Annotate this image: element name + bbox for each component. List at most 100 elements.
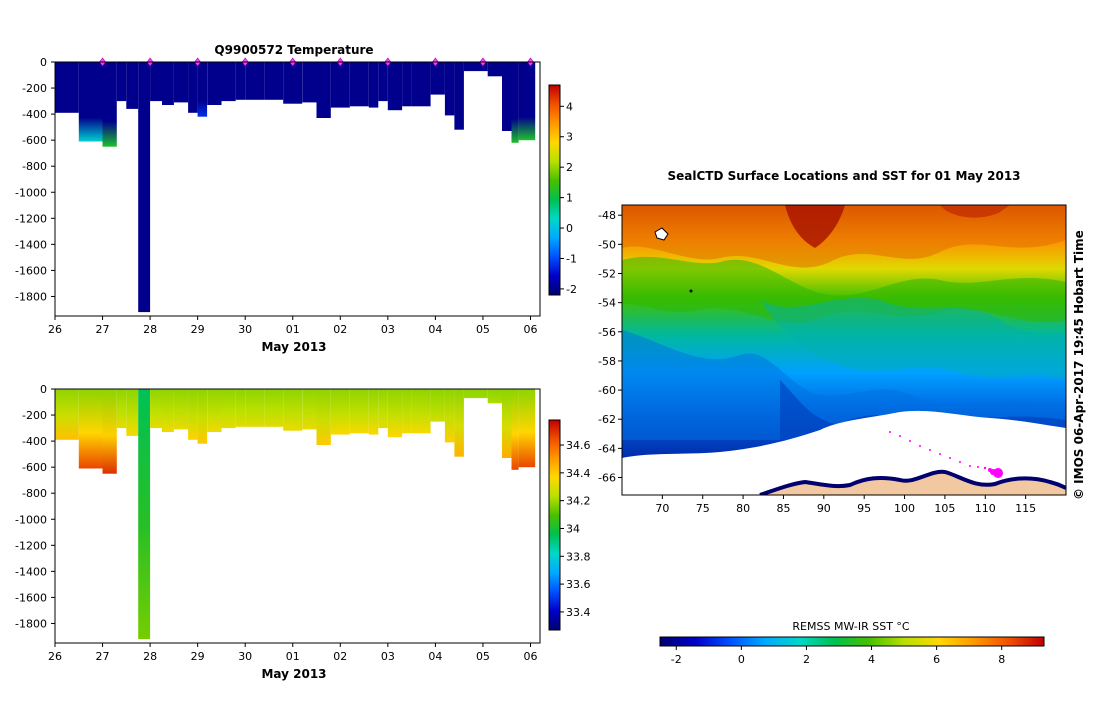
sst-map-frame	[621, 204, 1067, 496]
island	[654, 227, 669, 241]
temperature-x-tick-label: 26	[48, 323, 62, 336]
antarctic-land	[760, 471, 1066, 495]
salinity-profile-cell	[207, 389, 222, 432]
salinity-profile-cell	[387, 389, 403, 438]
salinity-y-tick-label: -600	[22, 461, 47, 474]
track-point	[988, 468, 992, 472]
temperature-x-tick-label: 05	[476, 323, 490, 336]
temperature-profile-cell	[126, 62, 139, 109]
salinity-y-tick-label: -1000	[15, 513, 47, 526]
salinity-profile-cell	[330, 389, 350, 435]
temperature-x-tick-label: 30	[238, 323, 252, 336]
salinity-profile-cell	[173, 389, 189, 430]
imos-timestamp-label: © IMOS 06-Apr-2017 19:45 Hobart Time	[1072, 230, 1086, 500]
map-lon-tick-label: 105	[934, 502, 955, 515]
temperature-colorbar-tick-label: -2	[566, 283, 577, 296]
salinity-y-tick-label: -800	[22, 487, 47, 500]
temperature-colorbar-tick-label: 1	[566, 192, 573, 205]
salinity-x-tick-label: 28	[143, 650, 157, 663]
map-lon-tick-label: 80	[736, 502, 750, 515]
temperature-profile-cell	[55, 62, 79, 113]
salinity-profile-cell	[197, 389, 208, 444]
salinity-x-tick-label: 02	[333, 650, 347, 663]
temperature-profile-cell	[102, 62, 117, 147]
map-lon-tick-label: 75	[696, 502, 710, 515]
salinity-x-tick-label: 27	[96, 650, 110, 663]
sst-colorbar	[659, 636, 1045, 647]
salinity-colorbar-tick-label: 34.6	[566, 439, 591, 452]
temperature-profile-cell	[150, 62, 162, 102]
temperature-profile-cell	[221, 62, 236, 102]
temperature-profile-cell	[387, 62, 403, 111]
map-lat-tick-label: -64	[598, 442, 616, 455]
temperature-profile-cell	[173, 62, 189, 103]
temperature-y-tick-label: -800	[22, 160, 47, 173]
temperature-x-tick-label: 02	[333, 323, 347, 336]
map-lat-tick-label: -52	[598, 267, 616, 280]
salinity-x-tick-label: 03	[381, 650, 395, 663]
temperature-plot-title: Q9900572 Temperature	[214, 43, 373, 57]
temperature-profile-cell	[235, 62, 246, 100]
temperature-y-tick-label: -1200	[15, 212, 47, 225]
coastline	[759, 469, 1066, 495]
map-lat-tick-label: -58	[598, 355, 616, 368]
temperature-profile-cell	[283, 62, 303, 104]
island-small	[689, 289, 693, 293]
salinity-profile-cell	[162, 389, 174, 432]
temperature-x-tick-label: 28	[143, 323, 157, 336]
salinity-profile-cell	[116, 389, 127, 429]
salinity-profile-cell	[411, 389, 431, 434]
salinity-profile-cell	[430, 389, 445, 422]
temperature-profile-cell	[197, 62, 208, 117]
temperature-profile-cell	[245, 62, 265, 100]
sst-map-panel: SealCTD Surface Locations and SST for 01…	[598, 169, 1086, 666]
salinity-y-tick-label: -400	[22, 435, 47, 448]
map-lat-tick-label: -60	[598, 384, 616, 397]
salinity-profile-cell	[150, 389, 162, 429]
temperature-profile-cell	[349, 62, 369, 107]
temperature-profile-cell	[378, 62, 388, 102]
temperature-x-axis-label: May 2013	[261, 340, 326, 354]
salinity-profile-cell	[78, 389, 103, 469]
temperature-profile-cell	[162, 62, 174, 105]
map-lat-tick-label: -54	[598, 297, 616, 310]
sst-colorbar-label: REMSS MW-IR SST °C	[792, 620, 910, 633]
sst-colorbar-tick-label: 4	[868, 653, 875, 666]
salinity-y-tick-label: -200	[22, 409, 47, 422]
temperature-colorbar-tick-label: 3	[566, 131, 573, 144]
track-point	[983, 466, 987, 470]
map-lon-tick-label: 90	[817, 502, 831, 515]
temperature-y-tick-label: -400	[22, 108, 47, 121]
temperature-profile-cell	[188, 62, 198, 113]
track-point	[929, 449, 931, 451]
track-point	[909, 440, 911, 442]
temperature-profile-cell	[511, 62, 519, 143]
salinity-colorbar-tick-label: 33.6	[566, 578, 591, 591]
temperature-x-tick-label: 27	[96, 323, 110, 336]
temperature-y-tick-label: -1000	[15, 186, 47, 199]
salinity-profile-cell	[402, 389, 412, 434]
temperature-profile-cell	[138, 62, 151, 313]
salinity-x-tick-label: 30	[238, 650, 252, 663]
temperature-profile-cell	[487, 62, 502, 77]
temperature-x-tick-label: 29	[191, 323, 205, 336]
map-lat-tick-label: -62	[598, 413, 616, 426]
map-lon-tick-label: 95	[857, 502, 871, 515]
salinity-profile-cell	[316, 389, 331, 445]
salinity-y-tick-label: -1400	[15, 565, 47, 578]
temperature-profile-cell	[316, 62, 331, 118]
temperature-colorbar	[548, 84, 561, 296]
track-point	[889, 431, 891, 433]
track-point	[959, 461, 961, 463]
temperature-profile-cell	[463, 62, 488, 72]
temperature-profile-cell	[454, 62, 464, 130]
temperature-y-tick-label: -1400	[15, 238, 47, 251]
temperature-profile-cell	[116, 62, 127, 102]
temperature-profile-cell	[430, 62, 445, 95]
salinity-profile-cell	[235, 389, 246, 427]
salinity-colorbar-tick-label: 34.4	[566, 467, 591, 480]
map-lon-tick-label: 70	[655, 502, 669, 515]
track-point	[949, 457, 951, 459]
temperature-x-tick-label: 01	[286, 323, 300, 336]
salinity-x-tick-label: 06	[523, 650, 537, 663]
